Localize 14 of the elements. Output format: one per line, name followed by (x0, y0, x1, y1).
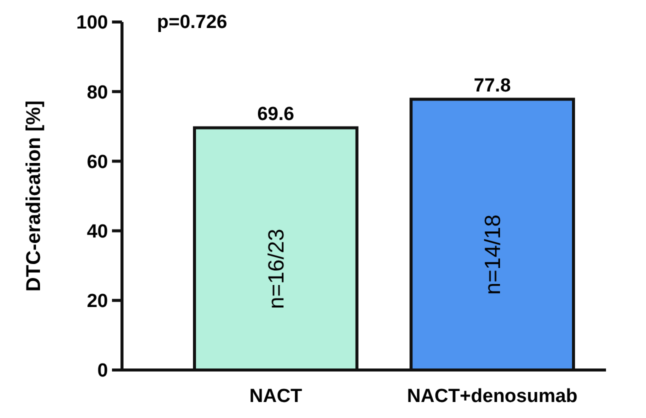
data-label: 77.8 (474, 75, 511, 96)
y-axis-title: DTC-eradication [%] (23, 100, 45, 292)
y-tick-label: 100 (76, 12, 108, 34)
y-tick-label: 20 (86, 291, 108, 312)
x-tick-label: NACT+denosumab (407, 386, 578, 407)
annotation: p=0.726 (157, 12, 228, 33)
y-tick-label: 80 (86, 82, 108, 104)
y-tick-label: 0 (97, 360, 108, 382)
x-tick-label: NACT (249, 386, 302, 407)
y-tick-label: 40 (86, 221, 108, 242)
annotation: n=14/18 (480, 214, 505, 295)
y-tick-label: 60 (86, 152, 108, 173)
data-label: 69.6 (257, 104, 294, 125)
annotation: n=16/23 (263, 228, 288, 309)
